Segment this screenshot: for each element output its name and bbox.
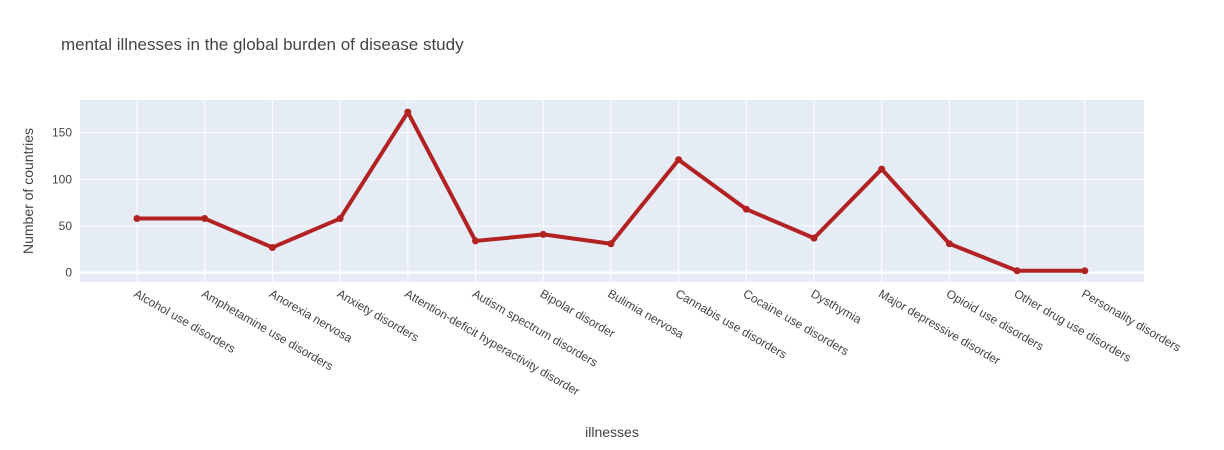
x-tick-label: Cannabis use disorders — [673, 286, 789, 361]
data-point — [607, 240, 615, 248]
data-point — [742, 205, 750, 213]
y-axis-ticks: 0 50 100 150 — [52, 126, 72, 280]
data-point — [878, 165, 886, 173]
data-point — [472, 237, 479, 245]
data-point — [404, 108, 412, 116]
chart-title: mental illnesses in the global burden of… — [61, 35, 464, 54]
x-axis-title: illnesses — [585, 424, 639, 440]
x-tick-label: Major depressive disorder — [876, 286, 1003, 367]
data-point — [945, 240, 953, 248]
data-point — [810, 234, 818, 242]
plot-area — [80, 100, 1144, 282]
data-point — [539, 230, 547, 238]
data-point — [336, 215, 344, 223]
x-tick-label: Dysthymia — [809, 286, 865, 326]
data-point — [268, 243, 276, 251]
y-tick-label: 50 — [59, 219, 73, 233]
grid — [80, 100, 1144, 282]
data-point — [133, 215, 141, 223]
y-tick-label: 150 — [52, 126, 72, 140]
y-tick-label: 100 — [52, 172, 72, 186]
data-point — [1013, 267, 1021, 275]
x-tick-label: Autism spectrum disorders — [470, 286, 600, 369]
data-point — [1081, 267, 1089, 275]
series-layer — [133, 108, 1089, 275]
y-axis-title: Number of countries — [20, 128, 36, 254]
x-tick-label: Amphetamine use disorders — [199, 286, 335, 373]
data-point — [675, 156, 683, 164]
y-tick-label: 0 — [65, 266, 72, 280]
data-point — [201, 215, 209, 223]
x-tick-label: Other drug use disorders — [1012, 286, 1134, 364]
